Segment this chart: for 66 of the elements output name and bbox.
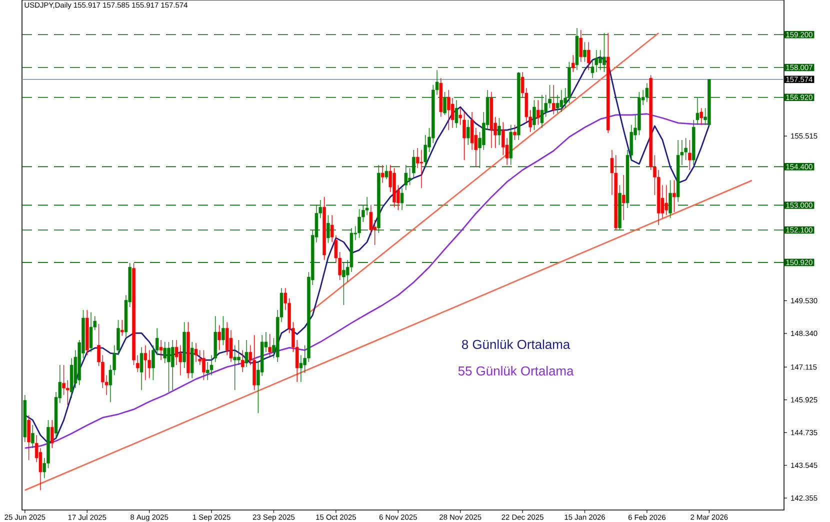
candlestick bbox=[369, 204, 373, 236]
candlestick bbox=[50, 420, 54, 448]
candlestick bbox=[447, 90, 450, 130]
candlestick bbox=[466, 120, 470, 146]
candlestick bbox=[424, 134, 427, 168]
candlestick bbox=[602, 32, 606, 72]
candlestick bbox=[31, 424, 34, 448]
candlestick bbox=[462, 112, 466, 160]
candlestick bbox=[598, 50, 602, 70]
candlestick bbox=[233, 344, 236, 390]
candlestick bbox=[136, 354, 140, 373]
candlestick bbox=[268, 334, 272, 357]
candlestick bbox=[622, 174, 626, 220]
candlestick bbox=[443, 92, 446, 116]
candlestick bbox=[571, 54, 575, 72]
candlestick bbox=[244, 340, 248, 368]
candlestick bbox=[400, 188, 404, 211]
candlestick bbox=[587, 42, 590, 70]
candlestick bbox=[89, 312, 93, 352]
candlestick bbox=[700, 108, 704, 126]
candlestick bbox=[668, 180, 672, 218]
candlestick bbox=[116, 320, 120, 356]
candlestick bbox=[66, 380, 70, 406]
candlestick bbox=[688, 140, 692, 170]
candlestick bbox=[159, 340, 163, 360]
candlestick bbox=[552, 84, 556, 115]
text: 55 Günlük Ortalama bbox=[458, 366, 574, 376]
candlestick bbox=[540, 94, 544, 128]
candlestick bbox=[163, 342, 167, 364]
candlestick bbox=[140, 346, 144, 390]
candlestick bbox=[498, 118, 501, 146]
candlestick bbox=[144, 344, 148, 381]
candlestick bbox=[380, 164, 384, 184]
candlestick bbox=[384, 164, 388, 180]
candlestick bbox=[171, 340, 174, 390]
candlestick bbox=[194, 342, 198, 362]
candlestick bbox=[358, 208, 361, 238]
candlestick bbox=[454, 100, 458, 128]
candlestick bbox=[583, 42, 586, 62]
candlestick bbox=[560, 90, 564, 112]
candlestick bbox=[222, 316, 225, 346]
candlestick bbox=[408, 168, 412, 186]
candlestick bbox=[404, 164, 408, 190]
candlestick bbox=[202, 350, 206, 381]
candlestick bbox=[412, 150, 416, 178]
candlestick bbox=[532, 100, 536, 130]
candlestick bbox=[420, 150, 424, 188]
candlestick bbox=[120, 320, 124, 336]
candlestick bbox=[237, 340, 240, 366]
candlestick bbox=[241, 350, 244, 373]
candlestick bbox=[450, 98, 454, 128]
candlestick bbox=[458, 108, 462, 126]
candlestick bbox=[579, 30, 582, 62]
candlestick bbox=[326, 214, 330, 244]
candlestick bbox=[536, 100, 540, 126]
candlestick bbox=[513, 124, 516, 140]
candlestick bbox=[27, 414, 30, 461]
candlestick bbox=[342, 262, 346, 306]
candlestick bbox=[664, 184, 668, 216]
candlestick bbox=[645, 82, 649, 102]
candlestick bbox=[167, 342, 170, 392]
candlestick bbox=[62, 364, 66, 396]
candlestick bbox=[548, 84, 552, 108]
candlestick bbox=[218, 324, 221, 351]
candlestick bbox=[672, 180, 676, 212]
text: 8 Günlük Ortalama bbox=[462, 339, 570, 350]
